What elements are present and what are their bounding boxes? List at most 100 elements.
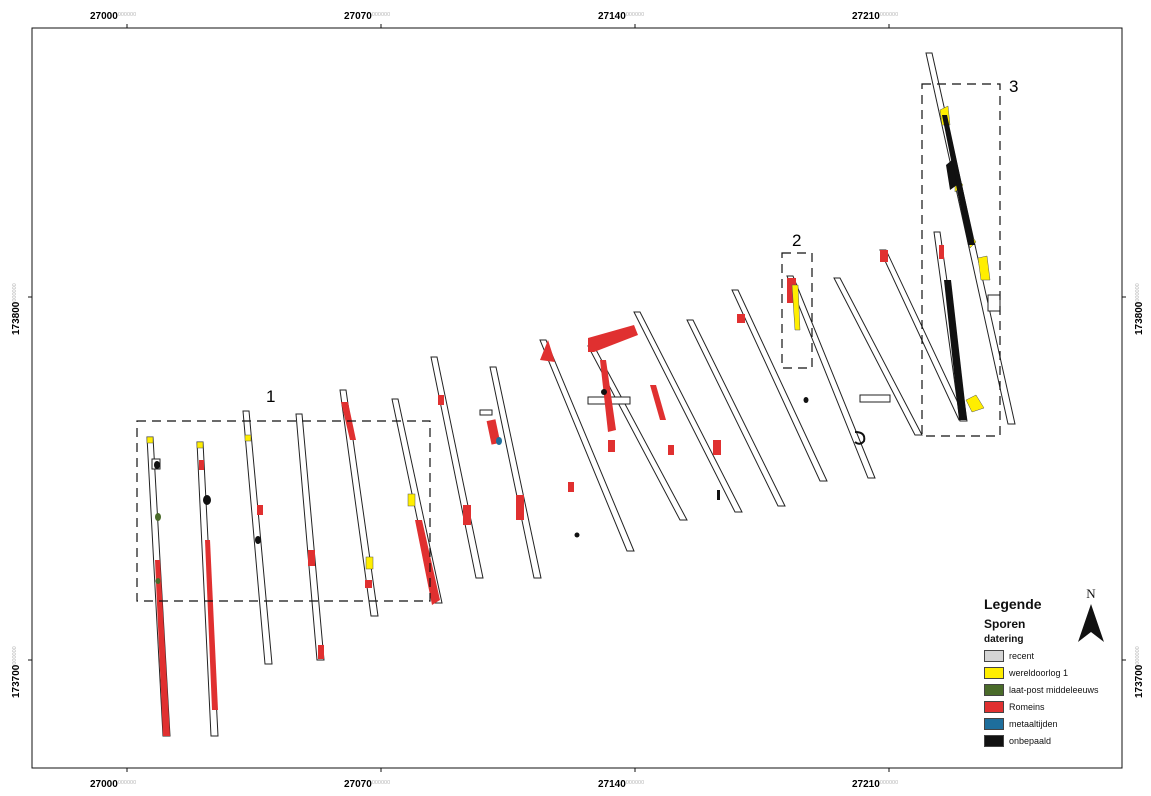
feature-onbepaald [717,490,720,500]
legend-item-wereldoorlog: wereldoorlog 1 [984,664,1134,681]
feature-romeins [588,325,638,352]
legend-item-recent: recent [984,647,1134,664]
legend-label: metaaltijden [1009,718,1058,729]
features-onbepaald [154,115,975,544]
feature-laat-middeleeuws [155,513,161,521]
feature-wereldoorlog [791,284,801,331]
feature-romeins [668,445,674,455]
feature-onbepaald [154,461,160,469]
trench-15 [833,277,923,436]
legend-swatch [984,683,1004,696]
features-other-periods [155,437,502,584]
grid-label-top-1: 27000000000 [90,11,136,22]
trench-branch [859,394,891,403]
legend-field: datering [984,634,1024,645]
grid-label-top-2: 27070000000 [344,11,390,22]
feature-romeins [308,550,315,566]
trench-13 [731,289,828,482]
zone-box-2 [781,252,813,369]
zone-label-3: 3 [1009,77,1018,96]
north-arrow-icon: N [1078,586,1104,642]
feature-romeins [568,482,574,492]
feature-romeins [155,560,170,736]
feature-romeins [540,340,555,362]
feature-romeins [438,395,444,405]
feature-wereldoorlog [244,434,252,442]
trench-11 [633,311,743,513]
legend-label: onbepaald [1009,735,1052,746]
feature-wereldoorlog [365,556,374,570]
trench-5 [339,389,379,617]
features-wereldoorlog [146,105,991,570]
trench-branch [987,294,1001,312]
legend-label: laat-post middeleeuws [1009,684,1099,695]
map-frame [31,27,1123,769]
feature-romeins [608,440,615,452]
zone-box-3 [921,83,1001,437]
grid-label-right-2: 173700000000 [1134,646,1145,698]
legend-item-laat-middeleeuws: laat-post middeleeuws [984,681,1134,698]
grid-label-bottom-2: 27070000000 [344,779,390,790]
feature-romeins [737,314,745,323]
feature-onbepaald [944,280,967,420]
feature-wereldoorlog [977,255,991,281]
north-label: N [1086,586,1096,601]
feature-metaaltijden [496,437,502,445]
trench-9 [539,339,635,552]
legend-label: wereldoorlog 1 [1009,667,1069,678]
feature-wereldoorlog [407,493,416,507]
feature-romeins [787,278,796,303]
feature-romeins [650,385,666,420]
feature-onbepaald [854,431,866,445]
feature-onbepaald [601,389,607,395]
features-romeins [155,245,944,736]
grid-label-left-1: 173800000000 [11,283,22,335]
grid-label-left-2: 173700000000 [11,646,22,698]
grid-label-bottom-4: 27210000000 [852,779,898,790]
legend-swatch [984,734,1004,747]
trench-8 [489,366,542,579]
legend-swatch [984,649,1004,662]
grid-label-top-3: 27140000000 [598,11,644,22]
feature-romeins [205,540,218,710]
feature-onbepaald [803,397,809,403]
trench-7 [430,356,484,579]
feature-romeins [415,520,440,605]
legend-item-romeins: Romeins [984,698,1134,715]
legend-swatch [984,717,1004,730]
zone-label-2: 2 [792,231,801,250]
tick-marks [28,24,1126,772]
grid-label-right-1: 173800000000 [1134,283,1145,335]
legend-item-metaaltijden: metaaltijden [984,715,1134,732]
feature-romeins [880,250,888,262]
trench-4 [295,413,325,661]
legend-label: Romeins [1009,701,1045,712]
feature-romeins [365,580,372,588]
legend: Legende Sporen datering recent wereldoor… [984,596,1134,749]
feature-laat-middeleeuws [155,578,161,584]
trench-6 [391,398,443,604]
feature-onbepaald [255,536,261,544]
legend-subtitle: Sporen [984,617,1026,631]
feature-wereldoorlog [146,436,154,444]
feature-onbepaald [946,160,957,190]
trench-12 [686,319,786,507]
legend-label: recent [1009,650,1035,661]
zone-label-1: 1 [266,387,275,406]
grid-label-bottom-3: 27140000000 [598,779,644,790]
zone-box-1 [136,420,431,602]
feature-romeins [516,495,524,520]
grid-label-bottom-1: 27000000000 [90,779,136,790]
feature-romeins [600,360,616,432]
feature-romeins [199,460,204,470]
feature-romeins [939,245,944,259]
feature-romeins [713,440,721,455]
legend-title: Legende [984,596,1042,612]
legend-item-onbepaald: onbepaald [984,732,1134,749]
feature-romeins [257,505,263,515]
trench-branch [479,409,493,416]
trench-branches [151,294,1001,470]
legend-swatch [984,666,1004,679]
feature-romeins [318,645,324,659]
